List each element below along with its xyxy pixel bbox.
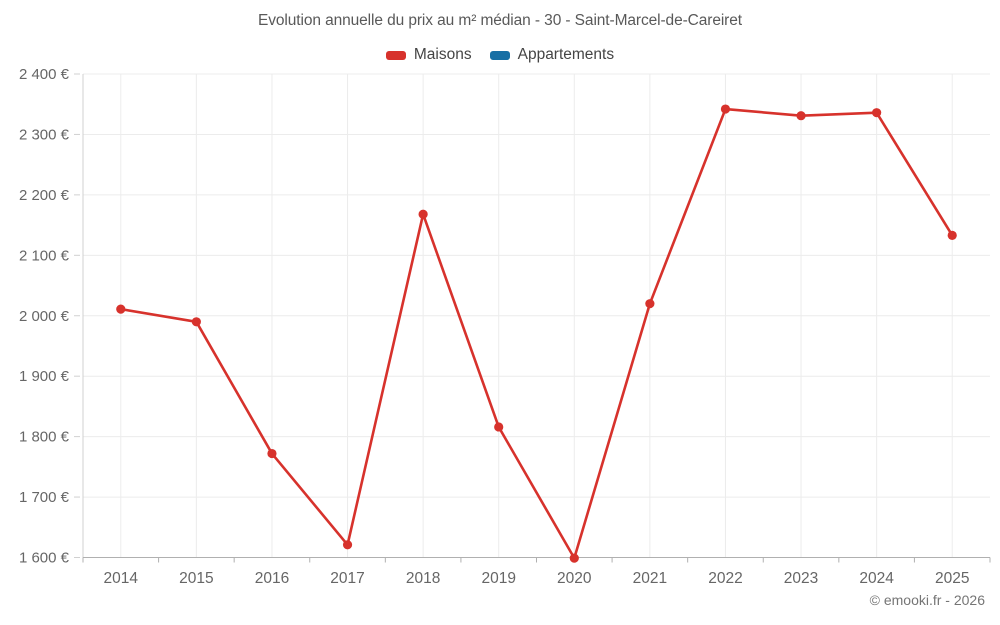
data-point-maisons-2025[interactable] <box>947 230 957 240</box>
data-point-maisons-2014[interactable] <box>116 304 126 314</box>
x-axis-label: 2017 <box>330 570 364 587</box>
data-point-maisons-2024[interactable] <box>872 108 882 118</box>
data-point-maisons-2016[interactable] <box>267 448 277 459</box>
y-axis-label: 1 700 € <box>19 489 70 506</box>
appartements-swatch-icon <box>489 50 510 60</box>
x-axis-label: 2015 <box>179 570 213 587</box>
x-axis-label: 2022 <box>708 570 742 587</box>
x-axis-label: 2019 <box>481 570 515 587</box>
x-axis-label: 2020 <box>557 570 592 587</box>
y-axis-label: 2 000 € <box>19 308 70 325</box>
x-axis-label: 2021 <box>633 570 667 587</box>
legend: Maisons Appartements <box>0 46 1000 64</box>
x-axis-label: 2016 <box>255 570 289 587</box>
data-point-maisons-2019[interactable] <box>494 422 504 432</box>
x-axis-label: 2014 <box>104 570 139 587</box>
y-axis-label: 1 900 € <box>19 368 70 385</box>
chart-title: Evolution annuelle du prix au m² médian … <box>258 12 742 29</box>
data-point-maisons-2022[interactable] <box>720 104 731 114</box>
data-point-maisons-2018[interactable] <box>418 209 428 219</box>
y-axis-label: 2 100 € <box>19 247 70 264</box>
x-axis-label: 2024 <box>859 570 894 587</box>
data-point-maisons-2017[interactable] <box>342 540 353 550</box>
data-point-maisons-2020[interactable] <box>569 553 579 563</box>
x-axis-label: 2023 <box>784 570 818 587</box>
series-line-maisons <box>119 107 954 560</box>
data-point-maisons-2015[interactable] <box>191 317 201 327</box>
maisons-swatch-icon <box>385 50 406 60</box>
legend-label-maisons: Maisons <box>413 46 472 63</box>
legend-item-maisons[interactable]: Maisons <box>385 46 472 64</box>
data-point-maisons-2023[interactable] <box>796 111 806 121</box>
y-axis-label: 2 300 € <box>19 126 70 143</box>
x-axis-label: 2018 <box>406 570 440 587</box>
y-axis-label: 2 200 € <box>19 187 70 204</box>
legend-label-appartements: Appartements <box>517 46 615 63</box>
legend-item-appartements[interactable]: Appartements <box>489 46 615 64</box>
y-axis-label: 1 600 € <box>19 550 70 567</box>
copyright: © emooki.fr - 2026 <box>869 592 985 608</box>
y-axis-label: 1 800 € <box>19 429 70 446</box>
x-axis-label: 2025 <box>935 570 969 587</box>
y-axis-label: 2 400 € <box>19 66 70 83</box>
data-point-maisons-2021[interactable] <box>645 299 655 309</box>
